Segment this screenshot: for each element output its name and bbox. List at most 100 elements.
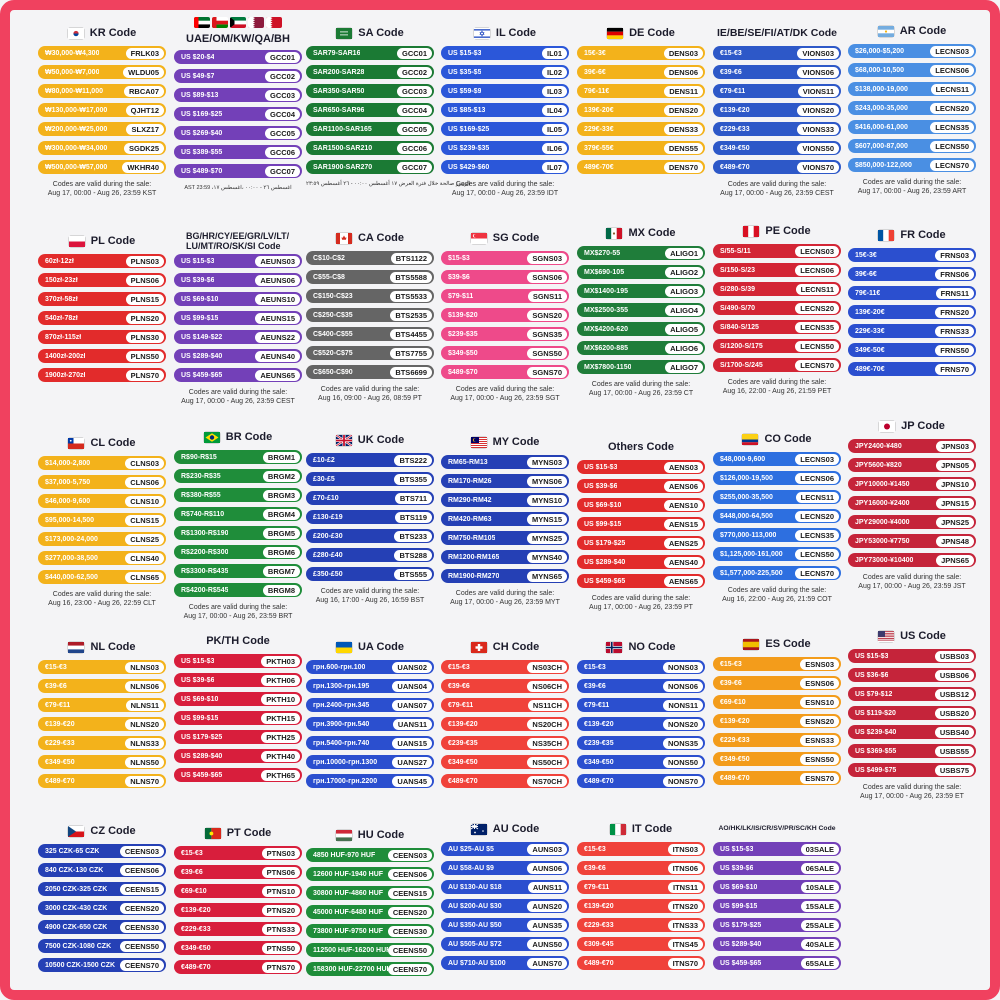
coupon-code[interactable]: GCC02 [264, 70, 300, 82]
coupon-code[interactable]: VIONS20 [797, 104, 839, 116]
coupon-code[interactable]: AENS65 [663, 575, 703, 587]
coupon-code[interactable]: UANS02 [392, 661, 432, 673]
coupon-code[interactable]: LECNS06 [795, 264, 839, 276]
coupon-code[interactable]: 03SALE [800, 843, 839, 855]
coupon-code[interactable]: LECNS06 [795, 472, 839, 484]
coupon-code[interactable]: NS03CH [527, 661, 567, 673]
coupon-code[interactable]: ALIGO4 [665, 304, 703, 316]
coupon-code[interactable]: 10SALE [800, 881, 839, 893]
coupon-code[interactable]: CLNS40 [125, 552, 164, 564]
coupon-code[interactable]: LECNS70 [795, 359, 839, 371]
coupon-code[interactable]: LECNS11 [930, 83, 974, 95]
coupon-code[interactable]: FRNS70 [935, 363, 974, 375]
coupon-code[interactable]: NONS03 [662, 661, 703, 673]
coupon-code[interactable]: UANS45 [392, 775, 432, 787]
coupon-code[interactable]: BTS555 [394, 568, 432, 580]
coupon-code[interactable]: NONS50 [662, 756, 703, 768]
coupon-code[interactable]: ITNS70 [667, 957, 703, 969]
coupon-code[interactable]: ITNS06 [667, 862, 703, 874]
coupon-code[interactable]: NS35CH [527, 737, 567, 749]
coupon-code[interactable]: BTS5533 [390, 290, 432, 302]
coupon-code[interactable]: DENS55 [663, 142, 703, 154]
coupon-code[interactable]: GCC02 [396, 66, 432, 78]
coupon-code[interactable]: VIONS11 [797, 85, 839, 97]
coupon-code[interactable]: ESNS70 [800, 772, 839, 784]
coupon-code[interactable]: NONS20 [662, 718, 703, 730]
coupon-code[interactable]: VIONS33 [797, 123, 839, 135]
coupon-code[interactable]: BTS288 [394, 549, 432, 561]
coupon-code[interactable]: IL07 [541, 161, 567, 173]
coupon-code[interactable]: CEENS50 [119, 940, 164, 952]
coupon-code[interactable]: CLNS10 [125, 495, 164, 507]
coupon-code[interactable]: CEENS30 [119, 921, 164, 933]
coupon-code[interactable]: MYNS03 [526, 456, 567, 468]
coupon-code[interactable]: JPNS65 [936, 554, 974, 566]
coupon-code[interactable]: SGNS20 [527, 309, 567, 321]
coupon-code[interactable]: IL06 [541, 142, 567, 154]
coupon-code[interactable]: PTNS50 [261, 942, 300, 954]
coupon-code[interactable]: PKTH03 [261, 655, 300, 667]
coupon-code[interactable]: VIONS03 [797, 47, 839, 59]
coupon-code[interactable]: CLNS06 [125, 476, 164, 488]
coupon-code[interactable]: NLNS06 [125, 680, 164, 692]
coupon-code[interactable]: FRNS50 [935, 344, 974, 356]
coupon-code[interactable]: LECNS50 [795, 340, 839, 352]
coupon-code[interactable]: LECNS20 [795, 302, 839, 314]
coupon-code[interactable]: LECNS70 [795, 567, 839, 579]
coupon-code[interactable]: FRLK03 [125, 47, 164, 59]
coupon-code[interactable]: NLNS50 [125, 756, 164, 768]
coupon-code[interactable]: BTS711 [394, 492, 432, 504]
coupon-code[interactable]: 25SALE [800, 919, 839, 931]
coupon-code[interactable]: ALIGO1 [665, 247, 703, 259]
coupon-code[interactable]: CEENS20 [387, 906, 432, 918]
coupon-code[interactable]: JPNS05 [936, 459, 974, 471]
coupon-code[interactable]: AUNS70 [527, 957, 567, 969]
coupon-code[interactable]: CEENS50 [387, 944, 432, 956]
coupon-code[interactable]: GCC05 [396, 123, 432, 135]
coupon-code[interactable]: GCC06 [396, 142, 432, 154]
coupon-code[interactable]: CEENS15 [387, 887, 432, 899]
coupon-code[interactable]: PLNS20 [125, 312, 164, 324]
coupon-code[interactable]: LECNS20 [795, 510, 839, 522]
coupon-code[interactable]: CEENS06 [119, 864, 164, 876]
coupon-code[interactable]: UANS27 [392, 756, 432, 768]
coupon-code[interactable]: ALIGO3 [665, 285, 703, 297]
coupon-code[interactable]: AEUNS65 [255, 369, 300, 381]
coupon-code[interactable]: AENS10 [663, 499, 703, 511]
coupon-code[interactable]: SGNS35 [527, 328, 567, 340]
coupon-code[interactable]: PKTH65 [261, 769, 300, 781]
coupon-code[interactable]: LECNS35 [795, 529, 839, 541]
coupon-code[interactable]: DENS33 [663, 123, 703, 135]
coupon-code[interactable]: GCC04 [264, 108, 300, 120]
coupon-code[interactable]: UANS07 [392, 699, 432, 711]
coupon-code[interactable]: PTNS03 [261, 847, 300, 859]
coupon-code[interactable]: BRGM3 [262, 489, 300, 501]
coupon-code[interactable]: ITNS33 [667, 919, 703, 931]
coupon-code[interactable]: NS20CH [527, 718, 567, 730]
coupon-code[interactable]: ESNS10 [800, 696, 839, 708]
coupon-code[interactable]: MYNS65 [526, 570, 567, 582]
coupon-code[interactable]: CEENS06 [387, 868, 432, 880]
coupon-code[interactable]: NS50CH [527, 756, 567, 768]
coupon-code[interactable]: USBS03 [934, 650, 974, 662]
coupon-code[interactable]: USBS12 [934, 688, 974, 700]
coupon-code[interactable]: LECNS50 [930, 140, 974, 152]
coupon-code[interactable]: LECNS20 [930, 102, 974, 114]
coupon-code[interactable]: UANS04 [392, 680, 432, 692]
coupon-code[interactable]: VIONS70 [797, 161, 839, 173]
coupon-code[interactable]: SGNS70 [527, 366, 567, 378]
coupon-code[interactable]: PLNS15 [125, 293, 164, 305]
coupon-code[interactable]: PLNS03 [125, 255, 164, 267]
coupon-code[interactable]: CEENS03 [387, 849, 432, 861]
coupon-code[interactable]: PLNS70 [125, 369, 164, 381]
coupon-code[interactable]: AUNS11 [527, 881, 567, 893]
coupon-code[interactable]: ITNS20 [667, 900, 703, 912]
coupon-code[interactable]: BTS1122 [390, 252, 432, 264]
coupon-code[interactable]: AEUNS10 [255, 293, 300, 305]
coupon-code[interactable]: NONS70 [662, 775, 703, 787]
coupon-code[interactable]: BRGM2 [262, 470, 300, 482]
coupon-code[interactable]: ITNS11 [667, 881, 703, 893]
coupon-code[interactable]: PTNS70 [261, 961, 300, 973]
coupon-code[interactable]: CEENS70 [119, 959, 164, 971]
coupon-code[interactable]: FRNS06 [935, 268, 974, 280]
